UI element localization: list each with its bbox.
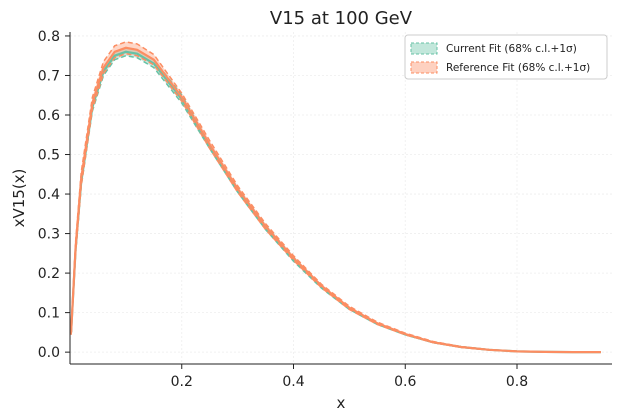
y-tick-label: 0.8 <box>38 29 60 45</box>
x-axis-label: x <box>337 394 346 412</box>
band-current <box>71 47 601 353</box>
center-line-reference <box>70 46 601 354</box>
upper-line-reference <box>70 41 601 353</box>
legend-swatch-reference <box>410 61 438 74</box>
legend-label-current: Current Fit (68% c.l.+1σ) <box>446 43 577 55</box>
x-tick-label: 0.4 <box>282 374 304 390</box>
x-ticks: 0.2 0.4 0.6 0.8 <box>171 364 528 390</box>
x-tick-label: 0.6 <box>394 374 416 390</box>
legend-frame <box>404 34 608 80</box>
y-tick-label: 0.2 <box>38 266 60 282</box>
y-tick-label: 0.7 <box>38 68 60 84</box>
legend-label-reference: Reference Fit (68% c.l.+1σ) <box>446 62 590 74</box>
legend-swatch-current <box>410 42 438 55</box>
chart-title: V15 at 100 GeV <box>270 8 413 29</box>
lower-line-current <box>70 54 601 353</box>
y-axis-label: xV15(x) <box>10 169 28 228</box>
legend: Current Fit (68% c.l.+1σ) Reference Fit … <box>404 34 608 80</box>
y-tick-label: 0.1 <box>38 306 60 322</box>
x-tick-label: 0.8 <box>506 374 528 390</box>
grid <box>70 32 612 364</box>
y-tick-label: 0.3 <box>38 227 60 243</box>
band-reference <box>71 41 601 353</box>
x-tick-label: 0.2 <box>171 374 193 390</box>
y-tick-label: 0.0 <box>38 345 60 361</box>
center-line-current <box>70 50 601 354</box>
uncertainty-bands <box>71 41 601 353</box>
lower-line-reference <box>70 52 601 353</box>
y-tick-label: 0.6 <box>38 108 60 124</box>
upper-line-current <box>70 47 601 353</box>
y-ticks: 0.0 0.1 0.2 0.3 0.4 0.5 0.6 0.7 0.8 <box>38 29 70 361</box>
y-tick-label: 0.4 <box>38 187 60 203</box>
y-tick-label: 0.5 <box>38 148 60 164</box>
series-lines <box>70 41 601 354</box>
